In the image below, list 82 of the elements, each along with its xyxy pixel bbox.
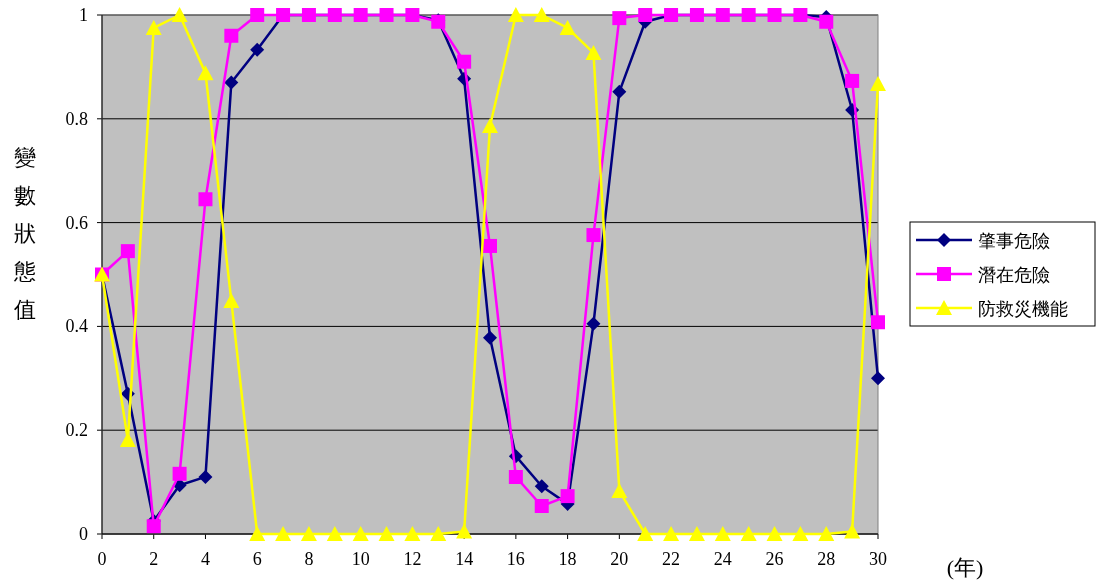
point [456, 523, 473, 539]
point [326, 526, 343, 541]
point [586, 316, 601, 331]
x-tick-label: 16 [506, 549, 525, 569]
point [404, 526, 421, 541]
point [300, 526, 317, 541]
point [482, 118, 498, 134]
point [714, 526, 731, 541]
y-tick-label: 0.2 [65, 420, 88, 441]
x-tick-label: 2 [149, 549, 159, 569]
point [586, 228, 601, 243]
point [534, 479, 549, 494]
point [845, 73, 860, 88]
point [560, 489, 575, 504]
point [483, 330, 497, 345]
point [172, 466, 187, 481]
x-tick-label: 30 [869, 549, 887, 569]
point [766, 526, 783, 541]
point [352, 526, 369, 541]
x-tick-label: 22 [662, 549, 681, 569]
point [870, 76, 886, 92]
x-axis-title: (年) [946, 555, 984, 580]
point [533, 7, 550, 22]
point [871, 315, 885, 330]
point [585, 44, 602, 60]
y-tick-label: 1 [79, 5, 88, 25]
x-tick-label: 8 [304, 549, 314, 569]
point [508, 469, 523, 484]
point [611, 482, 628, 498]
point [198, 192, 213, 207]
point [223, 292, 240, 308]
point [430, 526, 447, 541]
x-tick-label: 18 [558, 549, 577, 569]
y-tick-label: 0 [79, 524, 88, 544]
point [171, 7, 188, 22]
legend-label: 防救災機能 [978, 298, 1068, 319]
point [663, 526, 680, 541]
point [457, 54, 472, 69]
x-tick-label: 24 [713, 549, 732, 569]
y-tick-label: 0.4 [65, 316, 88, 337]
point [224, 28, 239, 43]
y-axis-title: 變數狀態值 [13, 145, 36, 322]
legend-label: 肇事危險 [978, 230, 1050, 251]
point [146, 519, 161, 534]
x-tick-label: 0 [97, 549, 107, 569]
point [638, 8, 653, 22]
point [871, 371, 885, 386]
point [559, 19, 576, 35]
x-tick-label: 12 [403, 549, 422, 569]
point [198, 469, 213, 484]
point [378, 526, 395, 541]
point [844, 523, 861, 539]
point [197, 65, 214, 81]
point [483, 238, 497, 253]
point [792, 526, 809, 541]
point [612, 11, 627, 26]
point [688, 526, 705, 541]
point [250, 8, 265, 22]
point [275, 526, 292, 541]
point [249, 526, 266, 541]
point [612, 84, 627, 99]
x-tick-label: 4 [200, 549, 210, 569]
x-tick-label: 10 [351, 549, 370, 569]
point [507, 7, 524, 22]
x-tick-label: 6 [252, 549, 262, 569]
point [119, 432, 136, 448]
point [534, 498, 549, 513]
point [637, 526, 654, 541]
point [120, 244, 135, 259]
x-tick-label: 14 [455, 549, 474, 569]
point [740, 526, 757, 541]
x-tick-label: 28 [817, 549, 836, 569]
point [250, 42, 265, 57]
point [819, 14, 834, 29]
y-tick-label: 0.8 [65, 108, 88, 129]
y-tick-label: 0.6 [65, 212, 88, 233]
point [224, 75, 239, 90]
legend-label: 潛在危險 [978, 264, 1050, 285]
point [145, 19, 162, 35]
point [818, 526, 835, 541]
x-tick-label: 26 [765, 549, 784, 569]
x-tick-label: 20 [610, 549, 629, 569]
